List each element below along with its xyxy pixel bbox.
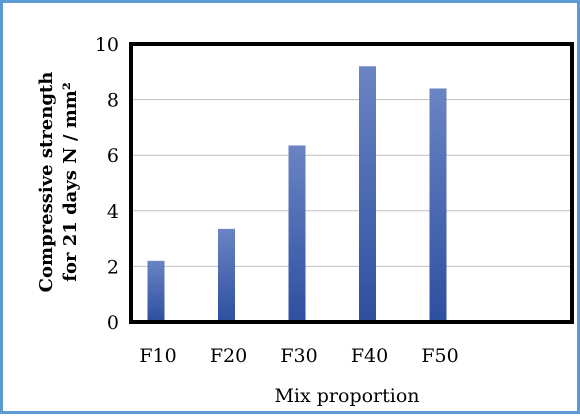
bar-f40 bbox=[359, 66, 376, 323]
x-tick-label-f30: F30 bbox=[280, 345, 317, 367]
bar-f30 bbox=[288, 145, 306, 322]
y-axis-label-line2: for 21 days N / mm² bbox=[60, 82, 81, 281]
y-axis-label-line1: Compressive strength bbox=[36, 72, 57, 293]
bar-f20 bbox=[218, 228, 235, 322]
y-tick-label: 0 bbox=[107, 312, 119, 334]
plot-area bbox=[129, 42, 574, 324]
y-tick-label: 8 bbox=[107, 90, 119, 112]
x-tick-label-f40: F40 bbox=[351, 345, 388, 367]
y-tick-label: 4 bbox=[107, 201, 119, 223]
y-tick-label: 2 bbox=[107, 256, 119, 278]
y-tick-label: 10 bbox=[95, 34, 119, 56]
gridlines bbox=[133, 99, 570, 267]
x-tick-label-f20: F20 bbox=[210, 345, 247, 367]
y-axis-ticks: 0 2 4 6 8 10 bbox=[95, 34, 119, 334]
y-axis-label: Compressive strength for 21 days N / mm² bbox=[36, 72, 81, 293]
x-axis-ticks: F10 F20 F30 F40 F50 bbox=[139, 345, 458, 367]
y-tick-label: 6 bbox=[107, 145, 119, 167]
bar-f10 bbox=[147, 260, 165, 322]
x-axis-label: Mix proportion bbox=[274, 385, 419, 407]
x-tick-label-f50: F50 bbox=[421, 345, 458, 367]
x-tick-label-f10: F10 bbox=[139, 345, 176, 367]
bar-f50 bbox=[429, 88, 447, 322]
bars bbox=[147, 66, 447, 323]
